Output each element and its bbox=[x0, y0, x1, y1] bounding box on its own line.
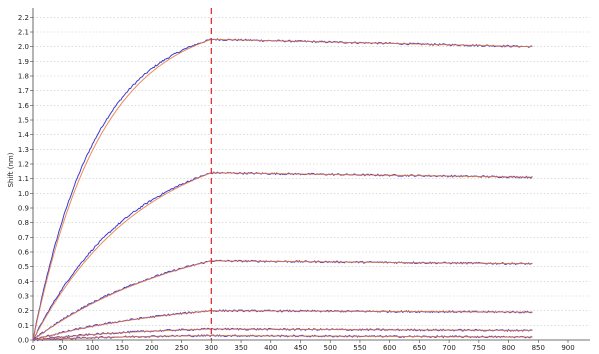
y-tick-label: 2.2 bbox=[18, 14, 29, 22]
x-tick-label: 300 bbox=[205, 344, 218, 352]
fit-curve-2 bbox=[32, 172, 533, 341]
gridlines bbox=[33, 17, 590, 326]
y-axis: 0.0 0.1 0.2 0.3 0.4 0.5 0.6 0.7 0.8 0.9 1.0 1.1 1.2 1… bbox=[18, 8, 34, 345]
y-tick-label: 2.1 bbox=[18, 29, 29, 37]
y-tick-label: 1.3 bbox=[18, 146, 29, 154]
y-tick-label: 0.2 bbox=[18, 307, 29, 315]
x-tick-label: 250 bbox=[175, 344, 188, 352]
x-tick-label: 850 bbox=[532, 344, 545, 352]
sensorgram-6 bbox=[32, 334, 533, 342]
x-tick-label: 50 bbox=[58, 344, 67, 352]
sensorgram-2 bbox=[32, 171, 533, 341]
y-tick-label: 0.0 bbox=[18, 337, 29, 345]
x-tick-label: 100 bbox=[86, 344, 99, 352]
fit-curve-5 bbox=[32, 328, 533, 341]
y-tick-label: 0.4 bbox=[18, 278, 30, 286]
y-tick-label: 0.8 bbox=[18, 219, 29, 227]
y-tick-label: 0.7 bbox=[18, 234, 29, 242]
fit-curve-1 bbox=[32, 38, 533, 341]
x-axis: 0 50 100 150 200 250 300 350 400 450 500 550 600 650 7… bbox=[31, 339, 590, 352]
fit-curve-3 bbox=[32, 260, 533, 341]
x-tick-label: 800 bbox=[502, 344, 515, 352]
y-tick-label: 1.0 bbox=[18, 190, 29, 198]
fit-curve-4 bbox=[32, 310, 533, 341]
x-tick-label: 350 bbox=[234, 344, 247, 352]
y-tick-label: 0.1 bbox=[18, 322, 29, 330]
y-tick-label: 1.7 bbox=[18, 87, 29, 95]
x-tick-label: 750 bbox=[472, 344, 485, 352]
y-tick-label: 1.8 bbox=[18, 73, 29, 81]
x-tick-label: 700 bbox=[442, 344, 455, 352]
y-tick-label: 0.6 bbox=[18, 249, 30, 257]
y-tick-label: 1.6 bbox=[18, 102, 30, 110]
x-tick-label: 600 bbox=[383, 344, 396, 352]
y-tick-label: 0.3 bbox=[18, 293, 29, 301]
x-tick-label: 550 bbox=[353, 344, 366, 352]
y-tick-label: 1.5 bbox=[18, 117, 29, 125]
measured-trace-2 bbox=[32, 171, 533, 340]
fit-curve-6 bbox=[32, 335, 533, 341]
x-tick-label: 150 bbox=[115, 344, 128, 352]
x-tick-label: 450 bbox=[294, 344, 307, 352]
y-tick-label: 2.0 bbox=[18, 43, 29, 51]
sensorgram-5 bbox=[32, 327, 533, 341]
y-tick-label: 1.1 bbox=[18, 175, 29, 183]
y-tick-label: 0.5 bbox=[18, 263, 29, 271]
sensorgram-4 bbox=[32, 309, 533, 341]
measured-trace-3 bbox=[32, 259, 533, 341]
series-layer bbox=[32, 38, 533, 342]
y-tick-label: 0.9 bbox=[18, 205, 29, 213]
y-tick-label: 1.2 bbox=[18, 161, 29, 169]
x-tick-label: 0 bbox=[31, 344, 35, 352]
x-tick-label: 900 bbox=[561, 344, 574, 352]
x-tick-label: 400 bbox=[264, 344, 277, 352]
x-tick-label: 500 bbox=[324, 344, 337, 352]
x-tick-label: 200 bbox=[145, 344, 158, 352]
sensorgram-1 bbox=[32, 38, 533, 341]
y-tick-label: 1.9 bbox=[18, 58, 29, 66]
y-tick-label: 1.4 bbox=[18, 131, 30, 139]
sensorgram-3 bbox=[32, 259, 533, 341]
y-axis-label: Shift (nm) bbox=[7, 152, 15, 187]
x-tick-label: 650 bbox=[413, 344, 426, 352]
